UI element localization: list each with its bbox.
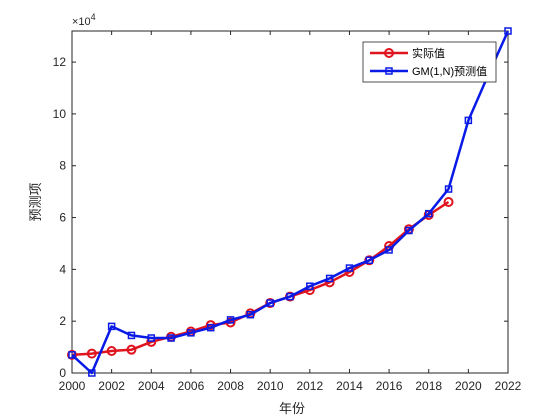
x-tick-label: 2004: [138, 379, 165, 393]
data-point-gm: [206, 323, 215, 332]
data-point-actual: [285, 291, 295, 302]
x-tick-label: 2020: [455, 379, 482, 393]
data-point-actual: [86, 348, 97, 359]
legend: 实际值 GM(1,N)预测值: [362, 41, 497, 83]
data-point-gm: [226, 316, 235, 324]
data-point-actual: [126, 344, 137, 355]
x-axis: 2000 2002 2004 2006 2008 2010 2012 2014 2016 2018…: [59, 31, 522, 393]
y-tick-label: 8: [59, 159, 66, 173]
x-tick-label: 2000: [59, 379, 86, 393]
y-tick-label: 6: [59, 211, 66, 225]
series-line-1: [71, 30, 510, 375]
x-tick-label: 2010: [257, 379, 284, 393]
data-point-gm: [167, 334, 175, 342]
data-point-gm: [424, 209, 433, 218]
plot-area: [71, 30, 509, 374]
y-axis: 0 2 4 6 8 10 12: [53, 55, 508, 380]
data-point-gm: [266, 299, 274, 307]
legend-marker-actual: [384, 48, 394, 58]
series-1: [68, 27, 512, 377]
data-point-gm: [504, 27, 512, 35]
x-tick-label: 2002: [98, 379, 125, 393]
y-exponent-label: ×104: [72, 12, 96, 28]
data-point-gm: [107, 322, 116, 331]
data-point-gm: [88, 369, 96, 377]
data-point-actual: [364, 255, 375, 266]
data-point-actual: [67, 349, 77, 360]
y-tick-label: 2: [59, 314, 66, 328]
x-tick-label: 2014: [336, 379, 363, 393]
data-point-gm: [464, 116, 473, 125]
y-tick-label: 10: [53, 107, 67, 121]
y-tick-label: 12: [53, 55, 67, 69]
x-tick-label: 2022: [495, 379, 522, 393]
data-point-gm: [345, 264, 354, 272]
data-point-gm: [246, 310, 255, 319]
series-layer: [67, 27, 512, 377]
data-point-gm: [147, 334, 156, 342]
data-point-gm: [187, 329, 195, 337]
x-tick-label: 2006: [178, 379, 205, 393]
x-tick-label: 2012: [296, 379, 323, 393]
legend-box: [362, 41, 497, 83]
data-point-gm: [127, 331, 136, 340]
data-point-actual: [443, 197, 454, 207]
y-tick-label: 4: [59, 262, 66, 276]
y-axis-title: 预测项: [29, 182, 44, 221]
x-tick-label: 2016: [376, 379, 403, 393]
data-point-gm: [385, 246, 393, 254]
data-point-gm: [444, 185, 453, 193]
x-axis-title: 年份: [279, 402, 305, 417]
legend-label-gm: GM(1,N)预测值: [412, 65, 487, 78]
data-point-gm: [286, 292, 294, 301]
y-tick-label: 0: [59, 366, 66, 380]
data-point-gm: [365, 256, 374, 265]
x-tick-label: 2018: [415, 379, 442, 393]
data-point-gm: [405, 226, 413, 235]
data-point-gm: [306, 282, 314, 290]
x-tick-label: 2008: [217, 379, 244, 393]
legend-marker-gm: [385, 67, 393, 75]
data-point-actual: [265, 298, 276, 309]
y-exponent-power: 4: [91, 12, 96, 22]
data-point-gm: [325, 274, 334, 283]
legend-label-actual: 实际值: [412, 46, 445, 60]
data-point-gm: [68, 351, 76, 359]
data-point-actual: [106, 345, 117, 356]
